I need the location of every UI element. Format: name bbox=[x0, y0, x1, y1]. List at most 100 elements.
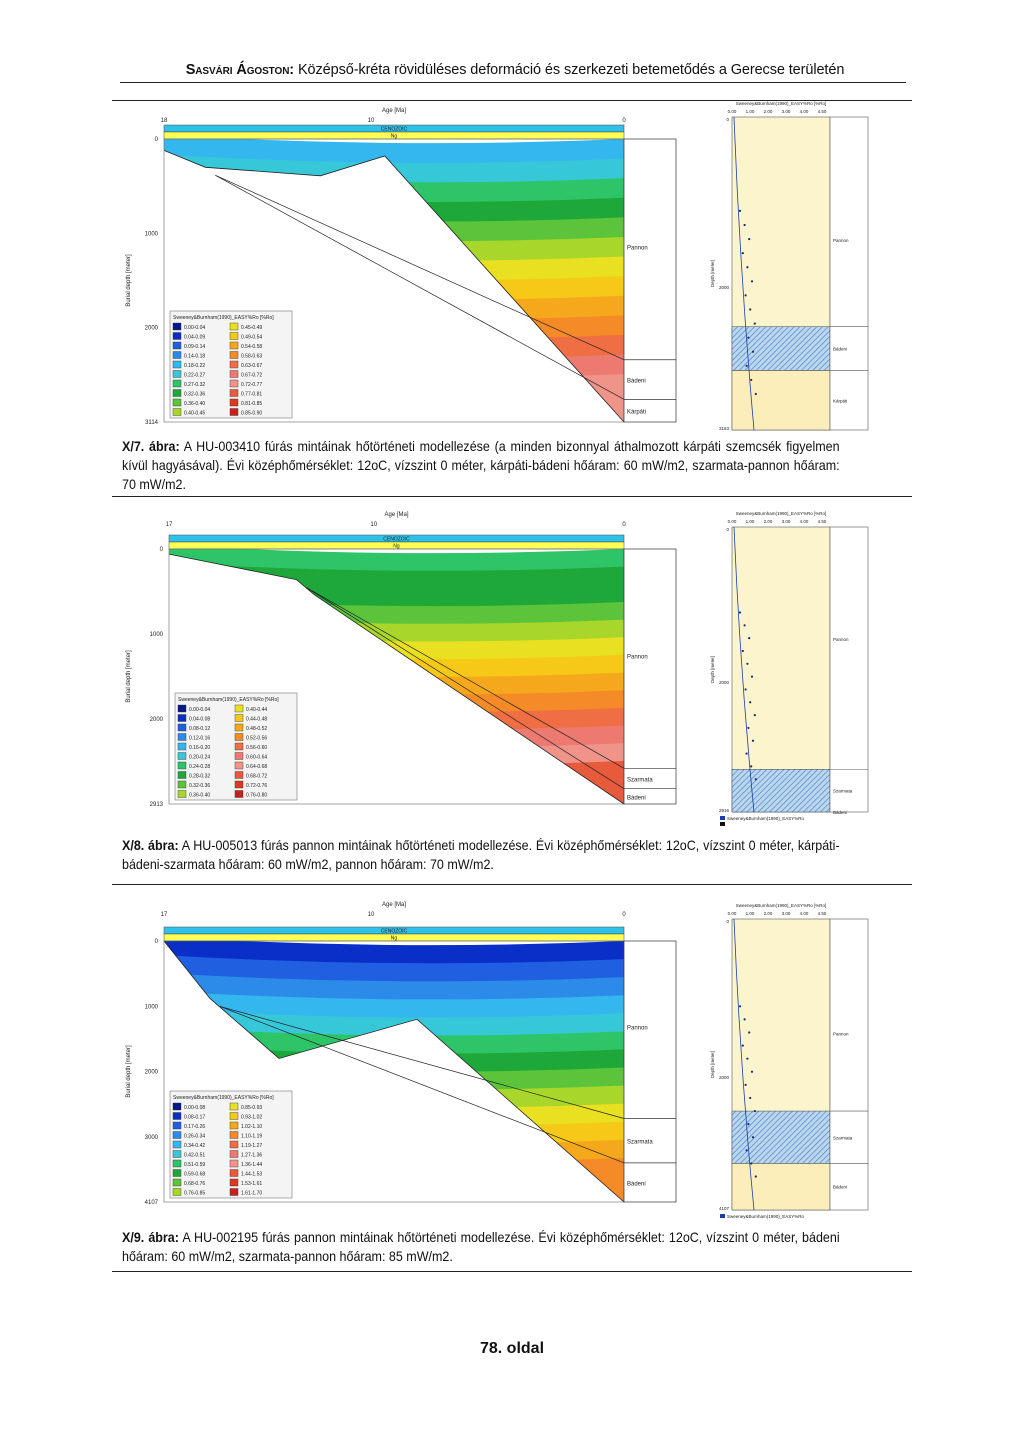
period-label: Ng bbox=[391, 134, 398, 140]
legend-range-label: 0.24-0.28 bbox=[189, 764, 210, 770]
age-tick-label: 10 bbox=[368, 118, 375, 124]
horizon-line bbox=[215, 174, 625, 400]
legend-range-label: 0.26-0.34 bbox=[184, 1134, 205, 1140]
depth-tick-label: 0 bbox=[155, 939, 159, 945]
profile-lower-unit bbox=[731, 370, 831, 431]
figure-x9-caption: X/9. ábra: A HU-002195 fúrás pannon mint… bbox=[122, 1228, 840, 1266]
legend-swatch bbox=[172, 322, 182, 331]
profile-depth-tick: 2000 bbox=[719, 1075, 730, 1080]
profile-depth-axis-title: Depth [meter] bbox=[710, 1051, 715, 1078]
legend-swatch bbox=[234, 790, 244, 798]
profile-depth-tick: 3163 bbox=[719, 426, 730, 431]
depth-tick-label: 1000 bbox=[150, 632, 164, 638]
legend-swatch bbox=[172, 1121, 182, 1130]
caption-text: A HU-002195 fúrás pannon mintáinak hőtör… bbox=[122, 1230, 840, 1264]
legend-range-label: 0.20-0.24 bbox=[189, 755, 210, 761]
legend-range-label: 1.44-1.53 bbox=[241, 1172, 262, 1178]
legend-range-label: 0.59-0.68 bbox=[184, 1172, 205, 1178]
formation-column bbox=[623, 548, 677, 805]
profile-lower-unit bbox=[731, 1163, 831, 1211]
legend-range-label: 0.85-0.90 bbox=[241, 411, 262, 417]
legend-title: Sweeney&Burnham(1990)_EASY%Ro [%Ro] bbox=[173, 315, 274, 321]
profile-legend-label: Sweeney&Burnham(1990)_EASY%Ro bbox=[727, 1214, 805, 1219]
caption-label: X/7. ábra: bbox=[122, 439, 180, 454]
depth-tick-label: 0 bbox=[155, 137, 159, 143]
legend-range-label: 0.27-0.32 bbox=[184, 382, 205, 388]
profile-sample-point bbox=[750, 1162, 753, 1165]
legend-range-label: 1.27-1.36 bbox=[241, 1153, 262, 1159]
legend-swatch bbox=[229, 1121, 239, 1130]
profile-sample-point bbox=[749, 308, 752, 311]
age-tick-label: 0 bbox=[622, 118, 626, 124]
profile-sample-point bbox=[745, 1149, 748, 1152]
profile-x-tick: 0.00 bbox=[728, 519, 737, 524]
profile-sample-point bbox=[750, 765, 753, 768]
age-tick-label: 17 bbox=[166, 522, 173, 528]
profile-top-label: Sweeney&Burnham(1990)_EASY%Ro [%Ro] bbox=[736, 903, 827, 908]
profile-sample-point bbox=[746, 266, 749, 269]
age-tick-label: 0 bbox=[622, 912, 626, 918]
legend-range-label: 0.85-0.93 bbox=[241, 1105, 262, 1111]
legend-range-label: 0.12-0.16 bbox=[189, 736, 210, 742]
legend-range-label: 0.93-1.02 bbox=[241, 1115, 262, 1121]
formation-label-bádeni: Bádeni bbox=[627, 1181, 646, 1187]
profile-x-tick: 4.50 bbox=[818, 109, 827, 114]
legend-range-label: 0.36-0.40 bbox=[189, 793, 210, 799]
profile-depth-tick: 0 bbox=[726, 527, 729, 532]
legend-range-label: 0.68-0.76 bbox=[184, 1181, 205, 1187]
legend-range-label: 0.42-0.51 bbox=[184, 1153, 205, 1159]
figure-x7-caption: X/7. ábra: A HU-003410 fúrás mintáinak h… bbox=[122, 437, 840, 494]
legend-swatch bbox=[172, 1112, 182, 1120]
legend-swatch bbox=[172, 360, 182, 369]
legend-swatch bbox=[234, 761, 244, 770]
legend-swatch bbox=[172, 379, 182, 388]
profile-hatched-unit bbox=[731, 1110, 831, 1164]
profile-formation-label: Kárpáti bbox=[833, 398, 847, 403]
legend-range-label: 0.63-0.67 bbox=[241, 363, 262, 369]
legend-swatch bbox=[177, 780, 187, 789]
age-axis-title: Age [Ma] bbox=[382, 902, 406, 908]
horizon-line bbox=[215, 174, 625, 361]
horizon-line bbox=[219, 1006, 625, 1164]
legend-swatch bbox=[177, 752, 187, 760]
legend-swatch bbox=[229, 1188, 239, 1196]
legend-swatch bbox=[172, 1178, 182, 1187]
profile-sample-point bbox=[745, 364, 748, 367]
legend-range-label: 0.68-0.72 bbox=[246, 774, 267, 780]
profile-formation-column bbox=[829, 116, 869, 431]
profile-sample-point bbox=[751, 739, 755, 742]
profile-depth-tick: 2000 bbox=[719, 285, 730, 290]
legend-range-label: 0.09-0.14 bbox=[184, 344, 205, 350]
profile-formation-label: Szarmata bbox=[833, 1135, 853, 1140]
profile-sample-point bbox=[753, 1109, 756, 1113]
profile-sample-point bbox=[748, 637, 751, 640]
legend-swatch bbox=[229, 1102, 239, 1111]
legend-range-label: 0.00-0.04 bbox=[189, 707, 210, 713]
age-tick-label: 10 bbox=[368, 912, 375, 918]
profile-sample-point bbox=[738, 209, 742, 212]
legend-range-label: 0.45-0.49 bbox=[241, 325, 262, 331]
legend-range-label: 0.36-0.40 bbox=[184, 401, 205, 407]
legend-range-label: 0.52-0.56 bbox=[246, 736, 267, 742]
era-label: CENOZOIC bbox=[381, 929, 408, 935]
era-label: CENOZOIC bbox=[381, 127, 408, 133]
profile-sample-point bbox=[741, 1044, 744, 1047]
legend-swatch bbox=[229, 1140, 239, 1149]
figure-bottom-rule bbox=[112, 1271, 912, 1272]
profile-sample-point bbox=[753, 714, 756, 717]
legend-range-label: 0.54-0.58 bbox=[241, 344, 262, 350]
profile-x-tick: 3.00 bbox=[782, 911, 791, 916]
legend-swatch bbox=[229, 389, 239, 397]
legend-range-label: 0.49-0.54 bbox=[241, 335, 262, 341]
age-axis-title: Age [Ma] bbox=[382, 108, 406, 114]
profile-sample-point bbox=[750, 280, 754, 283]
legend-swatch bbox=[172, 1169, 182, 1177]
legend-range-label: 0.40-0.45 bbox=[184, 411, 205, 417]
legend-range-label: 0.40-0.44 bbox=[246, 707, 267, 713]
profile-depth-tick: 2916 bbox=[719, 808, 730, 813]
depth-tick-label: 2000 bbox=[150, 717, 164, 723]
legend-swatch bbox=[229, 408, 239, 416]
legend-swatch bbox=[177, 714, 187, 722]
profile-sample-point bbox=[741, 252, 744, 255]
legend-range-label: 0.00-0.08 bbox=[184, 1105, 205, 1111]
